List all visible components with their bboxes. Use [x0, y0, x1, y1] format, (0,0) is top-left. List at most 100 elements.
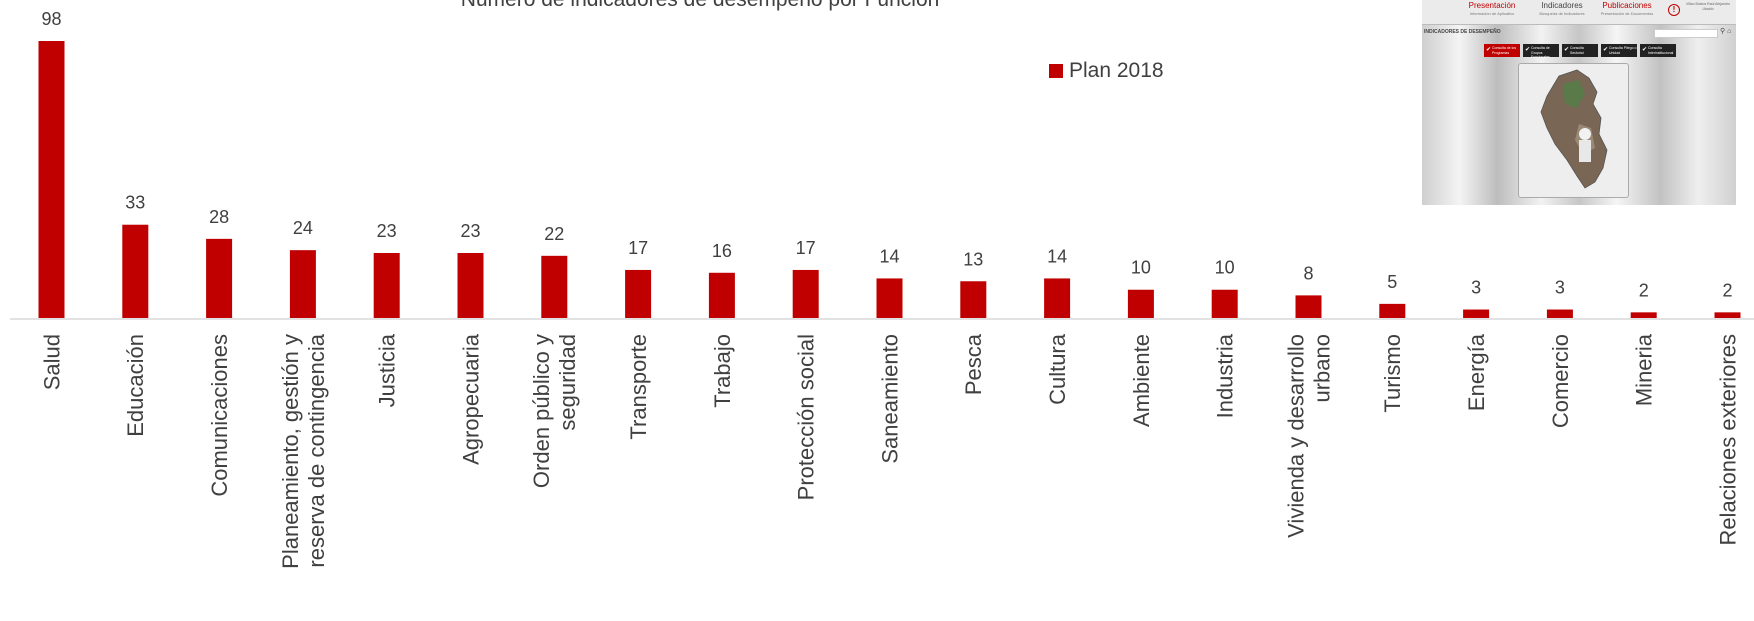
- peru-map-frame[interactable]: [1518, 63, 1629, 198]
- category-label-pesca: Pesca: [961, 333, 986, 395]
- bar-turismo: [1379, 303, 1406, 318]
- legend-label: Plan 2018: [1069, 59, 1164, 82]
- bar-energia: [1463, 309, 1490, 318]
- category-label-industria: Industria: [1213, 333, 1238, 418]
- value-label-educacion: 33: [125, 193, 145, 213]
- category-label-line: seguridad: [555, 334, 580, 431]
- category-label-vivienda-y-desarrollo-urbano: Vivienda y desarrollo urbano: [1283, 334, 1334, 538]
- category-label-mineria: Mineria: [1632, 333, 1657, 406]
- thumbnail-button-programas[interactable]: ✔ Consulta de los Programas: [1484, 44, 1520, 57]
- bar-salud: [38, 41, 65, 318]
- check-icon: ✔: [1525, 47, 1531, 53]
- thumbnail-search-home-icons[interactable]: ⚲ ⌂: [1720, 28, 1732, 35]
- value-label-planeamiento-gestion-y-reserva-de-contingencia: 24: [293, 218, 313, 238]
- category-label-educacion: Educación: [123, 334, 148, 437]
- thumbnail-button-pliego[interactable]: ✔ Consulta Pliego o Unidad: [1601, 44, 1637, 57]
- category-label-line: Comunicaciones: [207, 334, 232, 497]
- category-label-saneamiento: Saneamiento: [877, 334, 902, 464]
- category-label-transporte: Transporte: [626, 334, 651, 440]
- bar-planeamiento-gestion-y-reserva-de-contingencia: [289, 250, 316, 318]
- check-icon: ✔: [1642, 47, 1648, 53]
- thumbnail-tab-publicaciones[interactable]: Publicaciones Presentación de Documentos: [1600, 1, 1654, 16]
- thumbnail-button-interinstitucional[interactable]: ✔ Consulta Interinstitucional: [1640, 44, 1676, 57]
- thumbnail-button-sectorial[interactable]: ✔ Consulta Sectorial: [1562, 44, 1598, 57]
- value-label-comunicaciones: 28: [209, 207, 229, 227]
- category-label-line: Relaciones exteriores: [1715, 334, 1740, 546]
- category-label-agropecuaria: Agropecuaria: [458, 333, 483, 465]
- bar-ambiente: [1127, 289, 1154, 318]
- value-label-saneamiento: 14: [879, 246, 899, 266]
- category-label-proteccion-social: Protección social: [794, 334, 819, 500]
- bar-saneamiento: [876, 278, 903, 318]
- category-label-comunicaciones: Comunicaciones: [207, 334, 232, 497]
- value-label-industria: 10: [1215, 258, 1235, 278]
- bar-comunicaciones: [206, 238, 233, 318]
- dashboard-thumbnail: Presentación Información de Aplicativo I…: [1422, 0, 1736, 205]
- category-label-line: Pesca: [961, 333, 986, 395]
- legend: Plan 2018: [1049, 59, 1164, 82]
- category-label-line: Transporte: [626, 334, 651, 440]
- bar-justicia: [373, 252, 400, 318]
- chart-title: Número de indicadores de desempeño por F…: [461, 0, 940, 11]
- value-label-transporte: 17: [628, 238, 648, 258]
- value-label-mineria: 2: [1639, 280, 1649, 300]
- bar-mineria: [1630, 312, 1657, 318]
- category-label-cultura: Cultura: [1045, 333, 1070, 405]
- category-label-relaciones-exteriores: Relaciones exteriores: [1715, 334, 1740, 546]
- value-label-justicia: 23: [377, 221, 397, 241]
- category-label-line: Turismo: [1380, 334, 1405, 413]
- category-label-comercio: Comercio: [1548, 334, 1573, 428]
- check-icon: ✔: [1603, 47, 1609, 53]
- thumbnail-heading: INDICADORES DE DESEMPEÑO: [1424, 29, 1501, 35]
- bar-pesca: [960, 281, 987, 318]
- value-label-orden-publico-y-seguridad: 22: [544, 224, 564, 244]
- category-label-line: Industria: [1213, 333, 1238, 418]
- bar-educacion: [122, 224, 149, 318]
- thumbnail-tab-presentacion[interactable]: Presentación Información de Aplicativo: [1468, 1, 1516, 16]
- thumbnail-button-grupos[interactable]: ✔ Consulta de Grupos Funcionales: [1523, 44, 1559, 59]
- bar-comercio: [1546, 309, 1573, 318]
- category-label-line: urbano: [1309, 334, 1334, 403]
- thumbnail-search-input[interactable]: [1654, 29, 1718, 38]
- bar-agropecuaria: [457, 252, 484, 318]
- value-label-vivienda-y-desarrollo-urbano: 8: [1303, 263, 1313, 283]
- bar-orden-publico-y-seguridad: [541, 255, 568, 318]
- category-label-planeamiento-gestion-y-reserva-de-contingencia: Planeamiento, gestión y reserva de contin…: [278, 333, 329, 569]
- bar-industria: [1211, 289, 1238, 318]
- value-label-turismo: 5: [1387, 272, 1397, 292]
- check-icon: ✔: [1486, 47, 1492, 53]
- thumbnail-user-text: Villao Bustos Raúl Alejandro Ubaldo: [1686, 2, 1730, 11]
- value-label-energia: 3: [1471, 278, 1481, 298]
- category-label-line: Protección social: [794, 334, 819, 500]
- alert-icon[interactable]: !: [1668, 4, 1680, 16]
- thumbnail-tab-indicadores[interactable]: Indicadores Búsqueda de Indicadores: [1539, 1, 1585, 16]
- value-label-salud: 98: [41, 9, 61, 29]
- bar-relaciones-exteriores: [1714, 312, 1741, 318]
- value-label-proteccion-social: 17: [796, 238, 816, 258]
- category-label-trabajo: Trabajo: [710, 334, 735, 408]
- thumbnail-nav-bar: Presentación Información de Aplicativo I…: [1422, 0, 1736, 25]
- value-label-ambiente: 10: [1131, 258, 1151, 278]
- category-label-line: Educación: [123, 334, 148, 437]
- category-label-line: Ambiente: [1129, 334, 1154, 427]
- category-label-line: Justicia: [375, 333, 400, 407]
- value-label-pesca: 13: [963, 249, 983, 269]
- bar-transporte: [625, 269, 652, 318]
- category-label-line: Agropecuaria: [458, 333, 483, 465]
- legend-swatch: [1049, 64, 1063, 78]
- value-label-comercio: 3: [1555, 278, 1565, 298]
- category-label-ambiente: Ambiente: [1129, 334, 1154, 427]
- category-label-line: Mineria: [1632, 333, 1657, 406]
- category-label-justicia: Justicia: [375, 333, 400, 407]
- bar-trabajo: [708, 272, 735, 318]
- category-label-salud: Salud: [39, 334, 64, 390]
- value-label-trabajo: 16: [712, 241, 732, 261]
- category-label-line: reserva de contingencia: [304, 333, 329, 567]
- category-label-turismo: Turismo: [1380, 334, 1405, 413]
- bar-cultura: [1044, 278, 1071, 318]
- category-label-line: Vivienda y desarrollo: [1283, 334, 1308, 538]
- check-icon: ✔: [1564, 47, 1570, 53]
- category-label-energia: Energía: [1464, 333, 1489, 411]
